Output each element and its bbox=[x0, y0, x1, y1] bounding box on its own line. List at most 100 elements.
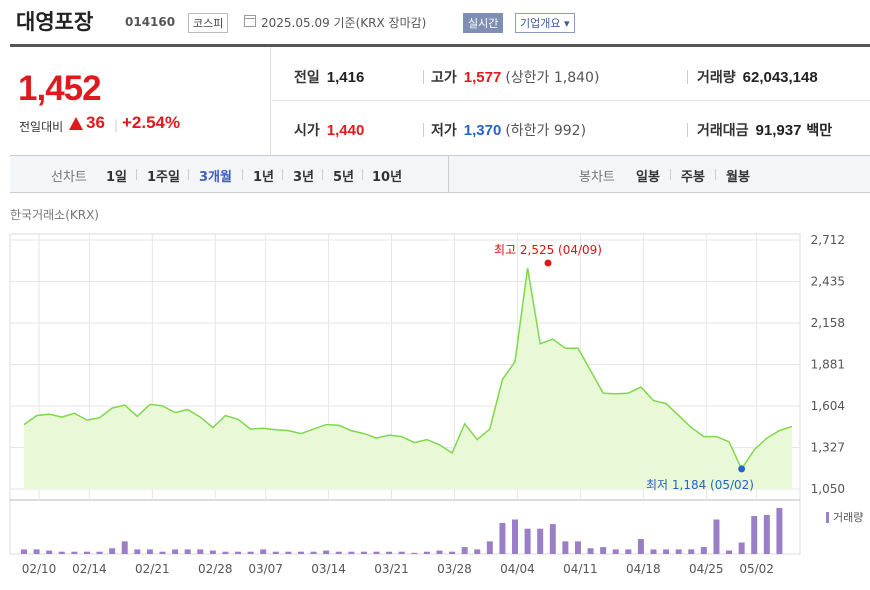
volume-bar bbox=[398, 551, 405, 554]
volume-bar bbox=[574, 541, 581, 554]
x-tick-label: 02/21 bbox=[135, 562, 170, 576]
volume-bar bbox=[436, 550, 443, 554]
volume-bar bbox=[373, 551, 380, 554]
y-tick-label: 1,881 bbox=[811, 358, 845, 372]
x-tick-label: 04/25 bbox=[689, 562, 724, 576]
x-tick-label: 02/28 bbox=[198, 562, 233, 576]
tab-5y[interactable]: 5년 bbox=[333, 170, 355, 185]
volume-bar bbox=[726, 550, 733, 554]
tab-3m[interactable]: 3개월 bbox=[199, 170, 232, 185]
volume-bar bbox=[537, 528, 544, 554]
volume-bar bbox=[449, 551, 456, 554]
divider bbox=[322, 169, 323, 180]
volume-bar bbox=[197, 549, 204, 554]
tab-1y[interactable]: 1년 bbox=[253, 170, 275, 185]
up-triangle-icon bbox=[69, 117, 83, 130]
open-label: 시가 bbox=[294, 123, 320, 139]
open-value: 1,440 bbox=[326, 122, 365, 139]
upper-limit: (상한가 1,840) bbox=[505, 70, 600, 86]
stock-code: 014160 bbox=[125, 15, 176, 29]
chart-source: 한국거래소(KRX) bbox=[10, 208, 99, 222]
chart-grid bbox=[9, 233, 801, 555]
volume-bar bbox=[83, 551, 90, 554]
divider bbox=[670, 169, 671, 180]
tab-daily-candle[interactable]: 일봉 bbox=[636, 170, 660, 185]
divider: | bbox=[114, 118, 119, 132]
divider bbox=[136, 169, 137, 180]
tab-1w[interactable]: 1주일 bbox=[147, 170, 180, 185]
trade-value-unit: 백만 bbox=[806, 123, 833, 139]
volume: 거래량 62,043,148 bbox=[697, 67, 818, 87]
realtime-button[interactable]: 실시간 bbox=[463, 13, 504, 33]
low-price: 저가 1,370 (하한가 992) bbox=[431, 120, 586, 140]
low-point-label: 최저 1,184 (05/02) bbox=[646, 478, 754, 492]
high-price: 고가 1,577 (상한가 1,840) bbox=[431, 67, 599, 87]
company-overview-dropdown[interactable]: 기업개요 ▾ bbox=[515, 13, 575, 33]
volume-bar bbox=[222, 551, 229, 554]
volume-bar bbox=[310, 551, 317, 554]
volume-bar bbox=[738, 542, 745, 554]
prev-close-label: 전일 bbox=[294, 70, 320, 86]
volume-bar bbox=[235, 551, 242, 554]
current-price-panel: 1,452 전일대비 36 | +2.54% bbox=[10, 47, 271, 154]
volume-bar bbox=[335, 551, 342, 554]
volume-bar bbox=[46, 550, 53, 554]
volume-bar bbox=[260, 549, 267, 554]
volume-value: 62,043,148 bbox=[742, 69, 818, 86]
lower-limit: (하한가 992) bbox=[505, 123, 587, 139]
trade-value-label: 거래대금 bbox=[697, 123, 749, 139]
x-tick-label: 02/14 bbox=[72, 562, 107, 576]
volume-label: 거래량 bbox=[697, 70, 736, 86]
volume-bar bbox=[297, 551, 304, 554]
chart-annotations: 최고 2,525 (04/09) 최저 1,184 (05/02) bbox=[494, 243, 754, 492]
chart-tabs: 선차트 1일 1주일 3개월 1년 3년 5년 10년 봉차트 일봉 주봉 월봉 bbox=[10, 155, 870, 193]
stock-header: 대영포장 014160 코스피 2025.05.09 기준(KRX 장마감) 실… bbox=[0, 0, 870, 44]
low-label: 저가 bbox=[431, 123, 457, 139]
volume-bar bbox=[499, 522, 506, 554]
chevron-down-icon: ▾ bbox=[563, 17, 570, 30]
x-axis-labels: 02/10 02/14 02/21 02/28 03/07 03/14 03/21 03/28… bbox=[22, 562, 774, 576]
high-value: 1,577 bbox=[463, 69, 502, 86]
volume-bar bbox=[675, 549, 682, 554]
divider bbox=[687, 123, 688, 137]
volume-bar bbox=[323, 550, 330, 554]
tab-1d[interactable]: 1일 bbox=[106, 170, 128, 185]
volume-bar bbox=[285, 551, 292, 554]
volume-bar bbox=[763, 514, 770, 554]
volume-bar bbox=[209, 550, 216, 554]
high-point-marker bbox=[544, 259, 552, 267]
tab-3y[interactable]: 3년 bbox=[293, 170, 315, 185]
volume-bar bbox=[109, 548, 116, 554]
company-overview-label: 기업개요 bbox=[520, 17, 561, 30]
volume-bar bbox=[587, 548, 594, 554]
volume-bar bbox=[474, 549, 481, 554]
current-price: 1,452 bbox=[18, 69, 102, 108]
chart-frame bbox=[9, 233, 801, 555]
volume-bar bbox=[33, 549, 40, 554]
price-line bbox=[23, 267, 793, 471]
x-tick-label: 04/11 bbox=[563, 562, 598, 576]
volume-bar bbox=[21, 549, 27, 554]
y-tick-label: 2,712 bbox=[811, 233, 845, 247]
x-tick-label: 03/28 bbox=[437, 562, 472, 576]
x-tick-label: 02/10 bbox=[22, 562, 57, 576]
volume-bar bbox=[486, 541, 493, 554]
price-area bbox=[24, 268, 792, 489]
volume-bar bbox=[348, 551, 355, 554]
tab-10y[interactable]: 10년 bbox=[372, 170, 403, 185]
volume-bar bbox=[549, 524, 556, 554]
x-tick-label: 03/21 bbox=[374, 562, 409, 576]
volume-bars bbox=[21, 508, 783, 554]
tab-monthly-candle[interactable]: 월봉 bbox=[726, 170, 750, 185]
divider bbox=[448, 156, 449, 193]
change-percent: +2.54% bbox=[122, 113, 181, 132]
high-label: 고가 bbox=[431, 70, 457, 86]
tab-weekly-candle[interactable]: 주봉 bbox=[681, 170, 705, 185]
divider bbox=[242, 169, 243, 180]
x-tick-label: 03/07 bbox=[248, 562, 283, 576]
price-summary: 1,452 전일대비 36 | +2.54% 전일 1,416 고가 1,577 (상… bbox=[10, 44, 870, 154]
candle-chart-label: 봉차트 bbox=[579, 170, 615, 185]
y-tick-label: 1,050 bbox=[811, 482, 845, 496]
x-tick-label: 05/02 bbox=[739, 562, 774, 576]
volume-bar bbox=[625, 549, 632, 554]
